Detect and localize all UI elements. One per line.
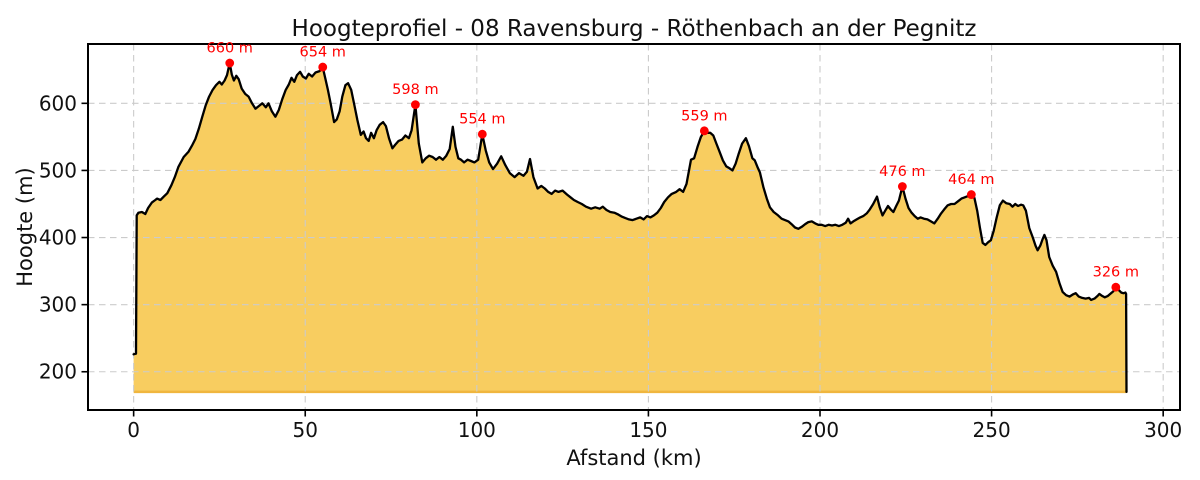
y-tick-label: 500 <box>39 158 77 182</box>
x-tick-label: 150 <box>629 418 667 442</box>
peak-marker <box>225 58 235 68</box>
y-tick-label: 600 <box>39 91 77 115</box>
peak-label: 559 m <box>681 108 727 124</box>
peak-label: 654 m <box>300 45 346 61</box>
y-axis-label: Hoogte (m) <box>13 167 37 287</box>
peak-label: 554 m <box>459 112 505 128</box>
peak-label: 464 m <box>948 172 994 188</box>
x-tick-label: 250 <box>973 418 1011 442</box>
grid-lines <box>88 44 1180 410</box>
peak-marker <box>966 190 976 199</box>
x-tick-label: 200 <box>801 418 839 442</box>
peak-marker <box>318 62 328 72</box>
x-tick-label: 50 <box>293 418 318 442</box>
x-axis-label: Afstand (km) <box>566 446 702 470</box>
x-tick-label: 300 <box>1144 418 1182 442</box>
peak-label: 476 m <box>879 164 925 180</box>
peak-marker <box>1111 282 1121 292</box>
peak-label: 598 m <box>392 82 438 98</box>
peak-marker <box>699 126 709 136</box>
elevation-profile-line <box>132 61 1128 394</box>
chart-title: Hoogteprofiel - 08 Ravensburg - Röthenba… <box>291 16 977 42</box>
elevation-area-fill <box>133 63 1127 394</box>
peak-label: 660 m <box>207 41 253 57</box>
y-tick-label: 200 <box>39 360 77 384</box>
peak-marker <box>897 182 907 191</box>
axes-frame <box>87 43 1181 411</box>
axis-ticks: 0 50 100 150 200 250 300 200 300 400 500 600 <box>39 91 1182 442</box>
x-tick-label: 100 <box>458 418 496 442</box>
peak-marker <box>410 100 420 110</box>
peak-markers: 660 m 654 m 598 m 554 m 559 m 476 m 464 m 326 m <box>207 41 1139 292</box>
x-tick-label: 0 <box>127 418 140 442</box>
y-tick-label: 400 <box>39 226 77 250</box>
y-tick-label: 300 <box>39 293 77 317</box>
peak-label: 326 m <box>1093 265 1139 281</box>
peak-marker <box>477 129 487 139</box>
